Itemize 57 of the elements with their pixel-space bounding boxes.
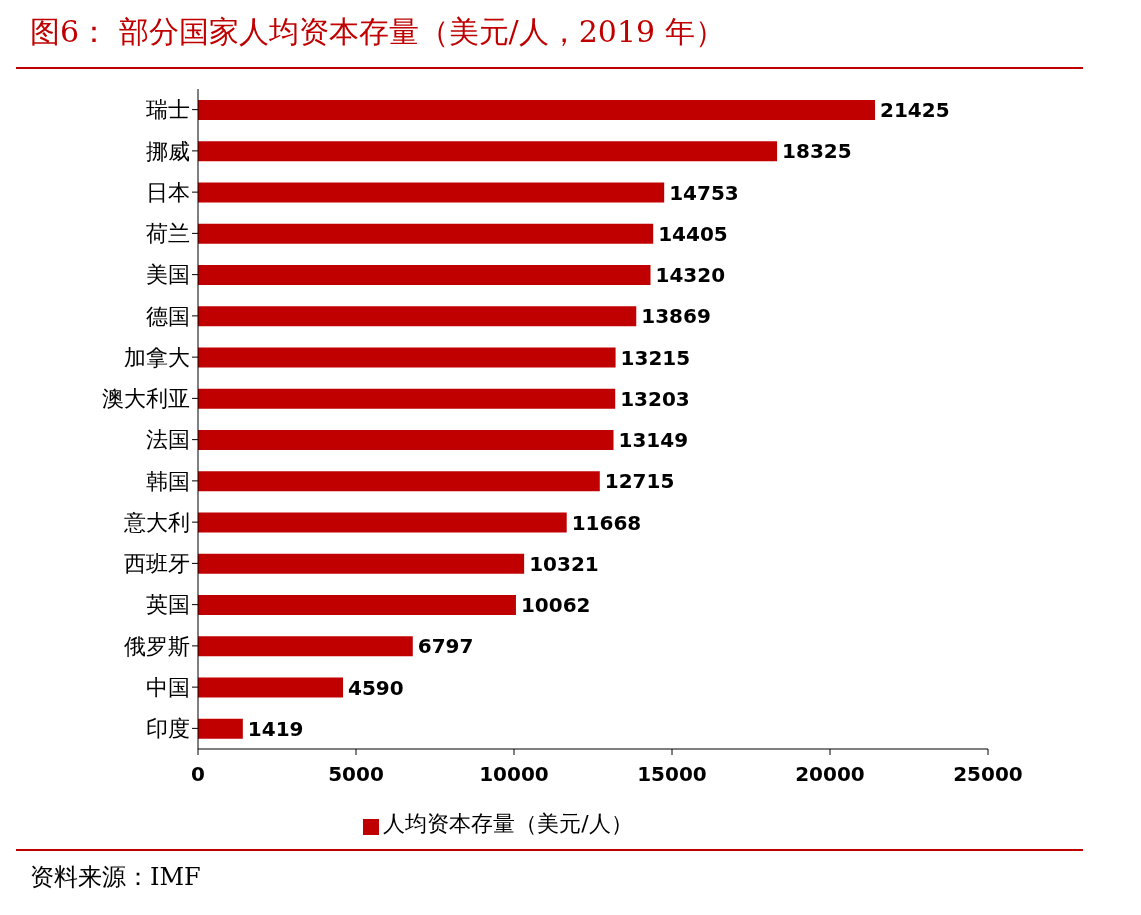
data-label: 4590 bbox=[348, 675, 404, 700]
bar bbox=[198, 471, 600, 492]
y-tick-label: 西班牙 bbox=[124, 551, 190, 577]
data-label: 6797 bbox=[417, 634, 474, 659]
y-tick-label: 加拿大 bbox=[124, 344, 190, 370]
data-label: 13203 bbox=[620, 386, 690, 411]
y-tick-label: 荷兰 bbox=[146, 221, 190, 247]
bar bbox=[198, 100, 876, 120]
x-tick-label: 10000 bbox=[479, 762, 549, 787]
bar bbox=[198, 388, 616, 409]
x-tick-label: 20000 bbox=[795, 762, 865, 787]
y-tick-label: 中国 bbox=[146, 674, 190, 700]
data-label: 14753 bbox=[669, 180, 739, 205]
y-tick-label: 美国 bbox=[146, 262, 190, 288]
bar bbox=[198, 677, 344, 698]
bar bbox=[198, 595, 516, 615]
y-tick-label: 法国 bbox=[146, 427, 190, 453]
data-label: 14320 bbox=[655, 263, 726, 288]
x-tick-label: 25000 bbox=[953, 762, 1023, 787]
data-label: 18325 bbox=[782, 139, 852, 164]
y-tick-label: 印度 bbox=[146, 716, 190, 742]
bar bbox=[198, 553, 525, 574]
y-tick-label: 日本 bbox=[146, 179, 190, 205]
bar bbox=[198, 265, 651, 285]
bar bbox=[198, 430, 614, 450]
y-tick-label: 挪威 bbox=[146, 138, 190, 164]
y-tick-label: 德国 bbox=[146, 303, 190, 329]
chart-title: 图6： 部分国家人均资本存量（美元/人，2019 年） bbox=[16, 8, 1083, 69]
data-label: 13215 bbox=[620, 345, 691, 370]
bar bbox=[198, 306, 637, 327]
bar bbox=[198, 182, 665, 203]
y-tick-label: 英国 bbox=[146, 592, 190, 618]
bar bbox=[198, 512, 567, 533]
data-label: 12715 bbox=[604, 469, 675, 494]
legend-label: 人均资本存量（美元/人） bbox=[383, 811, 633, 836]
data-label: 14405 bbox=[658, 221, 728, 246]
bar bbox=[198, 636, 413, 657]
data-label: 10062 bbox=[520, 593, 591, 618]
y-tick-label: 意大利 bbox=[123, 509, 190, 535]
y-tick-label: 瑞士 bbox=[146, 97, 190, 123]
bar bbox=[198, 718, 243, 739]
data-label: 10321 bbox=[529, 551, 599, 576]
data-label: 13869 bbox=[641, 304, 711, 329]
bar bbox=[198, 141, 778, 162]
x-tick-label: 0 bbox=[191, 762, 205, 787]
y-tick-label: 澳大利亚 bbox=[102, 386, 190, 412]
x-tick-label: 15000 bbox=[637, 762, 707, 787]
text: 资料来源：IMF bbox=[30, 862, 202, 893]
bar bbox=[198, 223, 654, 244]
bar bbox=[198, 347, 616, 368]
x-tick-label: 5000 bbox=[328, 762, 384, 787]
data-label: 11668 bbox=[571, 510, 642, 535]
data-label: 21425 bbox=[880, 98, 950, 123]
data-label: 1419 bbox=[247, 716, 304, 741]
y-tick-label: 韩国 bbox=[146, 468, 190, 494]
y-tick-label: 俄罗斯 bbox=[124, 633, 190, 659]
data-label: 13149 bbox=[618, 428, 689, 453]
